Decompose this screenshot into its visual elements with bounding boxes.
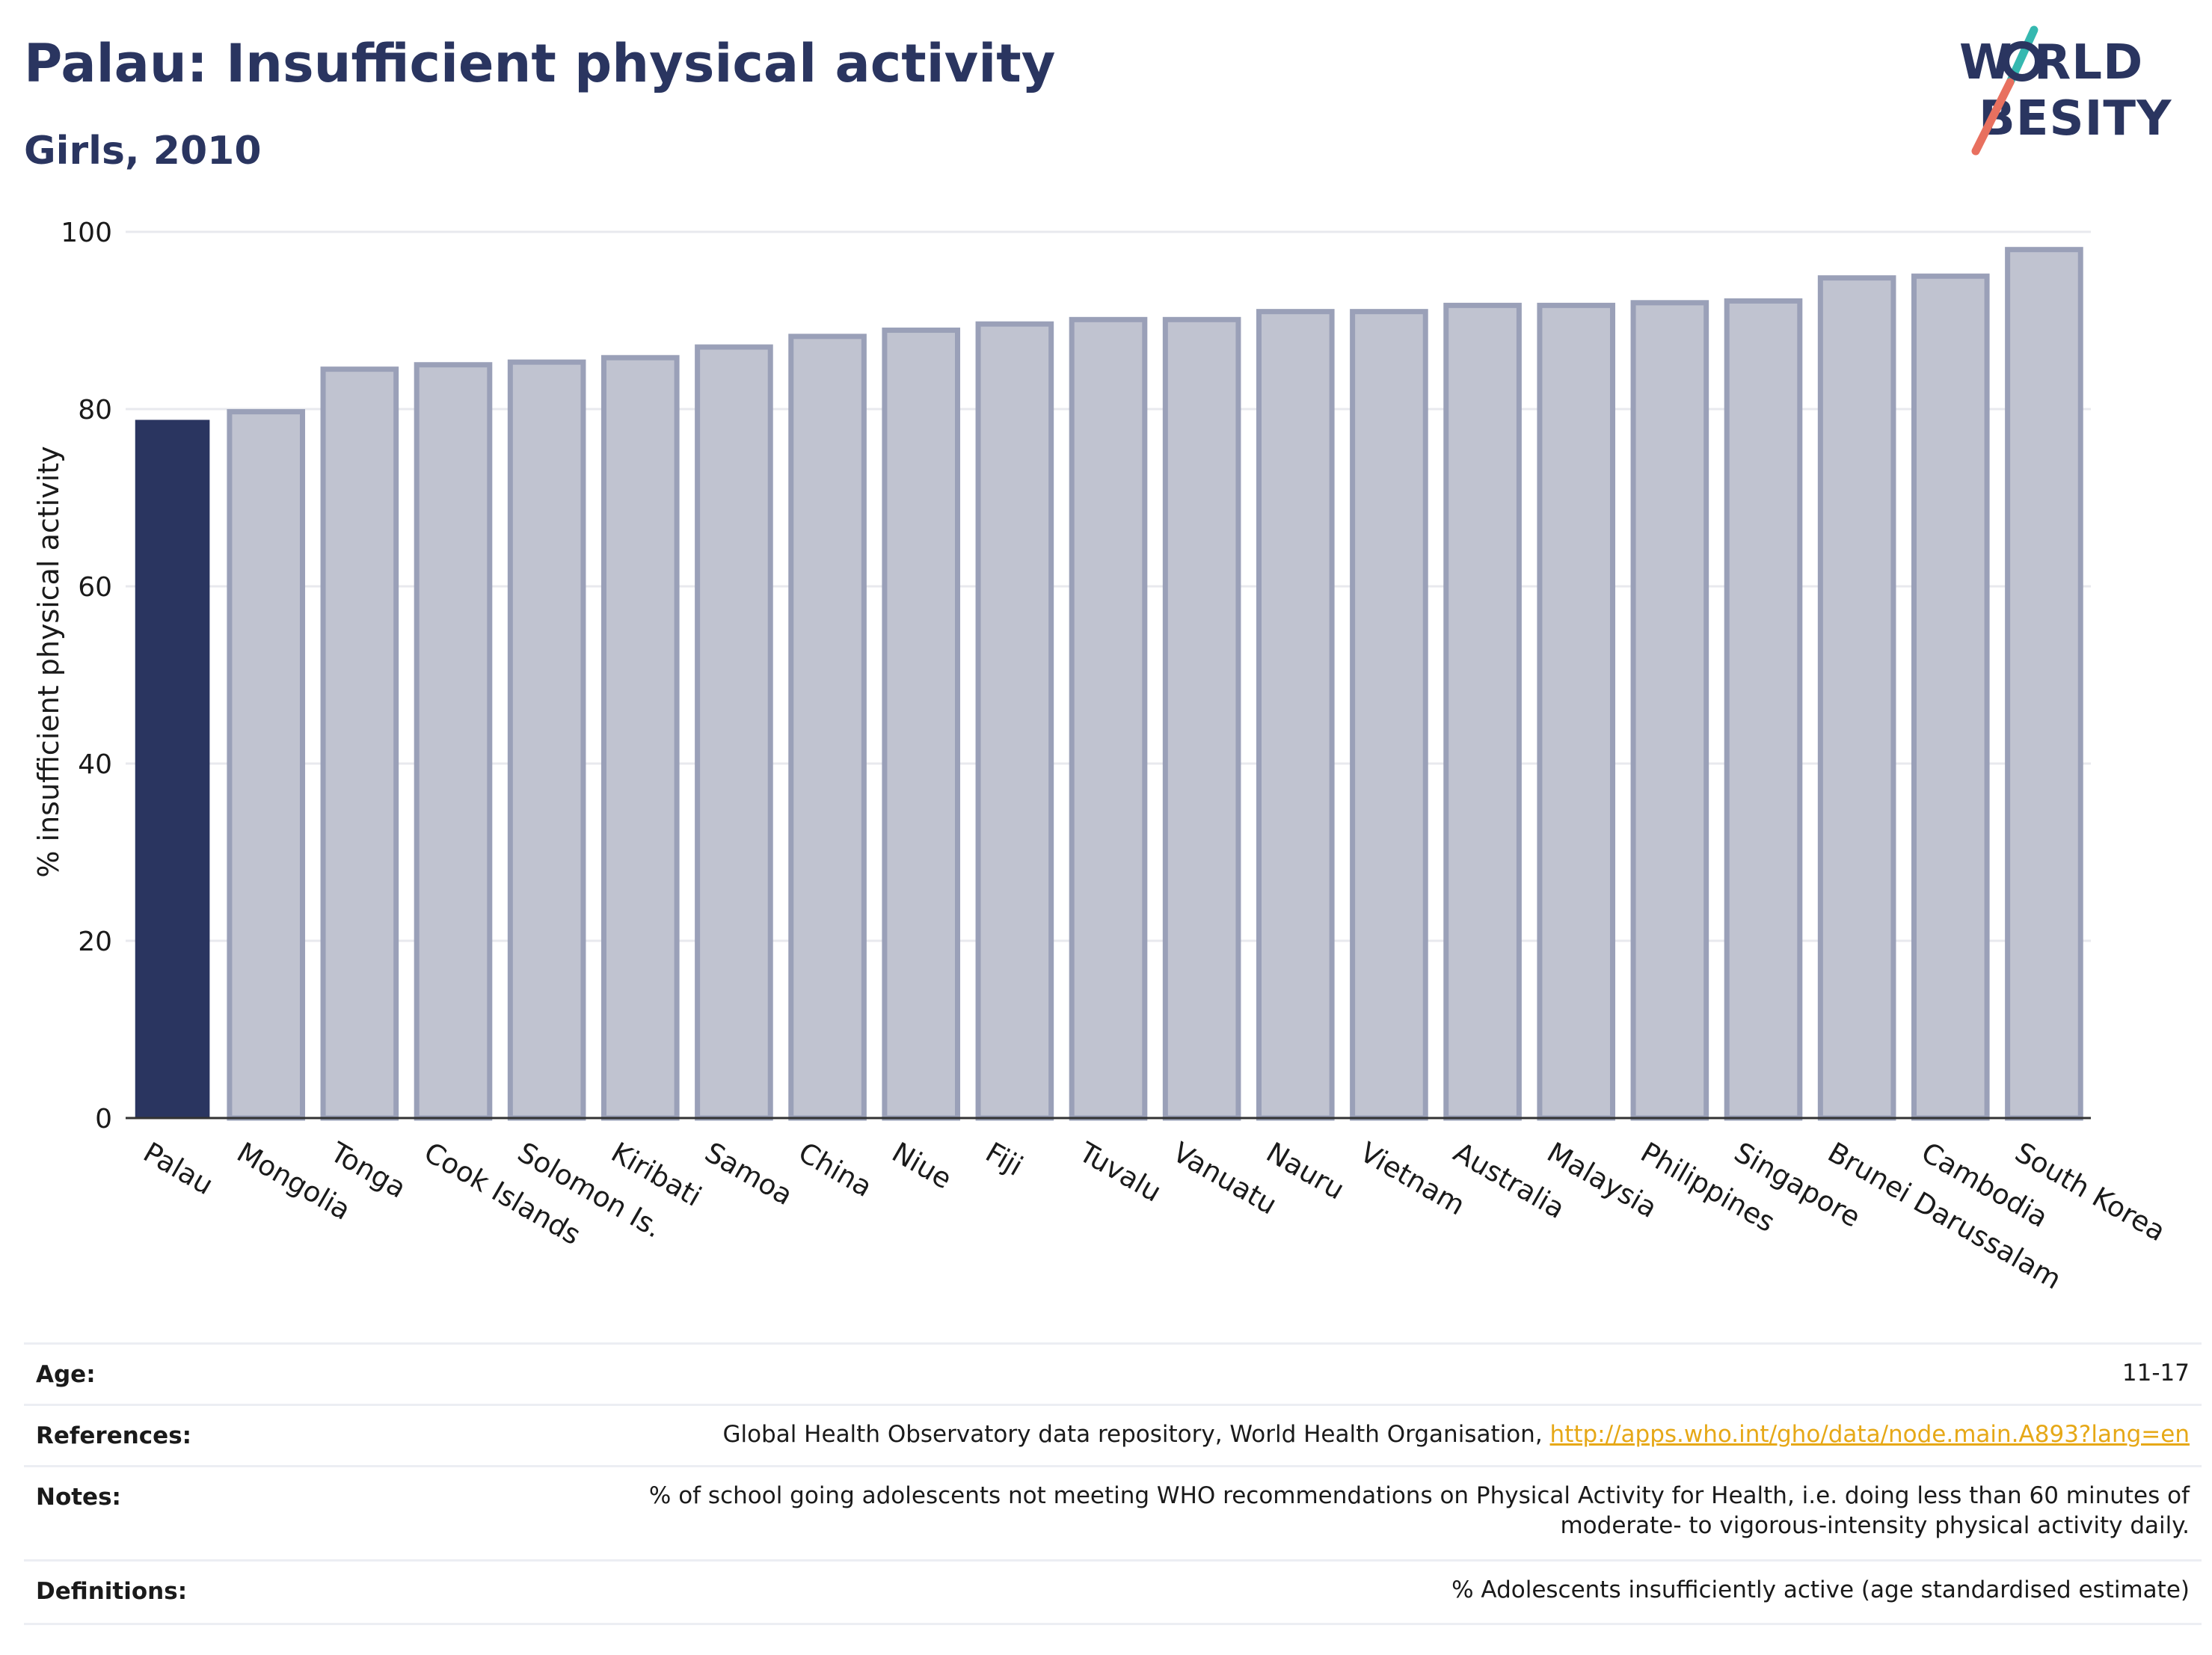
y-tick-label: 80: [78, 395, 112, 426]
bar-vanuatu: [1162, 316, 1241, 1121]
bar-tonga: [320, 366, 399, 1121]
x-tick-label: Cook Islands: [419, 1136, 586, 1251]
bar-samoa: [695, 344, 773, 1121]
notes-line-2: moderate- to vigorous-intensity physical…: [1560, 1512, 2190, 1539]
bar-nauru: [1256, 309, 1335, 1121]
bar-palau: [135, 420, 210, 1119]
meta-row-age: Age: 11-17: [24, 1342, 2202, 1406]
bar-brunei-darussalam: [1817, 275, 1896, 1121]
meta-row-notes: Notes: % of school going adolescents not…: [24, 1465, 2202, 1562]
bar-malaysia: [1537, 302, 1616, 1121]
bar-niue: [882, 328, 961, 1121]
bar-fiji: [975, 321, 1054, 1121]
bar-south-korea: [2005, 247, 2083, 1121]
x-tick-label: Tuvalu: [1073, 1136, 1167, 1209]
y-tick-label: 20: [78, 927, 112, 957]
bar-solomon-is: [507, 359, 586, 1121]
y-tick-label: 0: [95, 1104, 112, 1134]
chart-subtitle: Girls, 2010: [24, 129, 262, 174]
age-label: Age:: [36, 1361, 96, 1388]
bar-australia: [1443, 302, 1522, 1121]
x-tick-label: Niue: [887, 1136, 957, 1195]
meta-row-references: References: Global Health Observatory da…: [24, 1404, 2202, 1467]
bar-philippines: [1630, 300, 1709, 1121]
x-tick-label: China: [793, 1136, 877, 1203]
x-tick-label: Palau: [138, 1136, 218, 1201]
bar-cook-islands: [414, 362, 493, 1121]
bars: [135, 247, 2083, 1121]
bar-cambodia: [1911, 273, 1990, 1121]
definitions-value: % Adolescents insufficiently active (age…: [1451, 1576, 2190, 1603]
bar-singapore: [1724, 298, 1803, 1121]
meta-row-definitions: Definitions: % Adolescents insufficientl…: [24, 1559, 2202, 1625]
y-tick-labels: 0 20 40 60 80 100: [61, 218, 112, 1134]
notes-value: % of school going adolescents not meetin…: [649, 1481, 2190, 1541]
bar-tuvalu: [1069, 316, 1148, 1121]
age-value: 11-17: [2122, 1360, 2190, 1387]
y-axis-label: % insufficient physical activity: [32, 446, 65, 877]
definitions-label: Definitions:: [36, 1578, 188, 1605]
bar-kiribati: [600, 354, 680, 1121]
y-tick-label: 40: [78, 749, 112, 780]
references-link[interactable]: http://apps.who.int/gho/data/node.main.A…: [1549, 1421, 2190, 1448]
x-tick-label: Vietnam: [1354, 1136, 1470, 1221]
references-label: References:: [36, 1422, 192, 1449]
notes-line-1: % of school going adolescents not meetin…: [648, 1482, 2190, 1509]
x-tick-label: Vanuatu: [1167, 1136, 1282, 1221]
world-obesity-logo: W RLD BESITY: [1959, 25, 2172, 156]
chart-title: Palau: Insufficient physical activity: [24, 33, 1056, 94]
svg-text:BESITY: BESITY: [1979, 91, 2172, 147]
y-tick-label: 60: [78, 572, 112, 603]
bar-mongolia: [227, 409, 306, 1121]
bar-vietnam: [1350, 309, 1428, 1121]
references-text: Global Health Observatory data repositor…: [722, 1421, 1550, 1448]
x-tick-label: Fiji: [980, 1136, 1028, 1182]
bar-china: [788, 334, 867, 1121]
references-value: Global Health Observatory data repositor…: [722, 1419, 2190, 1449]
y-tick-label: 100: [61, 218, 112, 248]
x-tick-label: Samoa: [699, 1136, 798, 1212]
svg-text:RLD: RLD: [2034, 35, 2143, 90]
notes-label: Notes:: [36, 1484, 121, 1511]
